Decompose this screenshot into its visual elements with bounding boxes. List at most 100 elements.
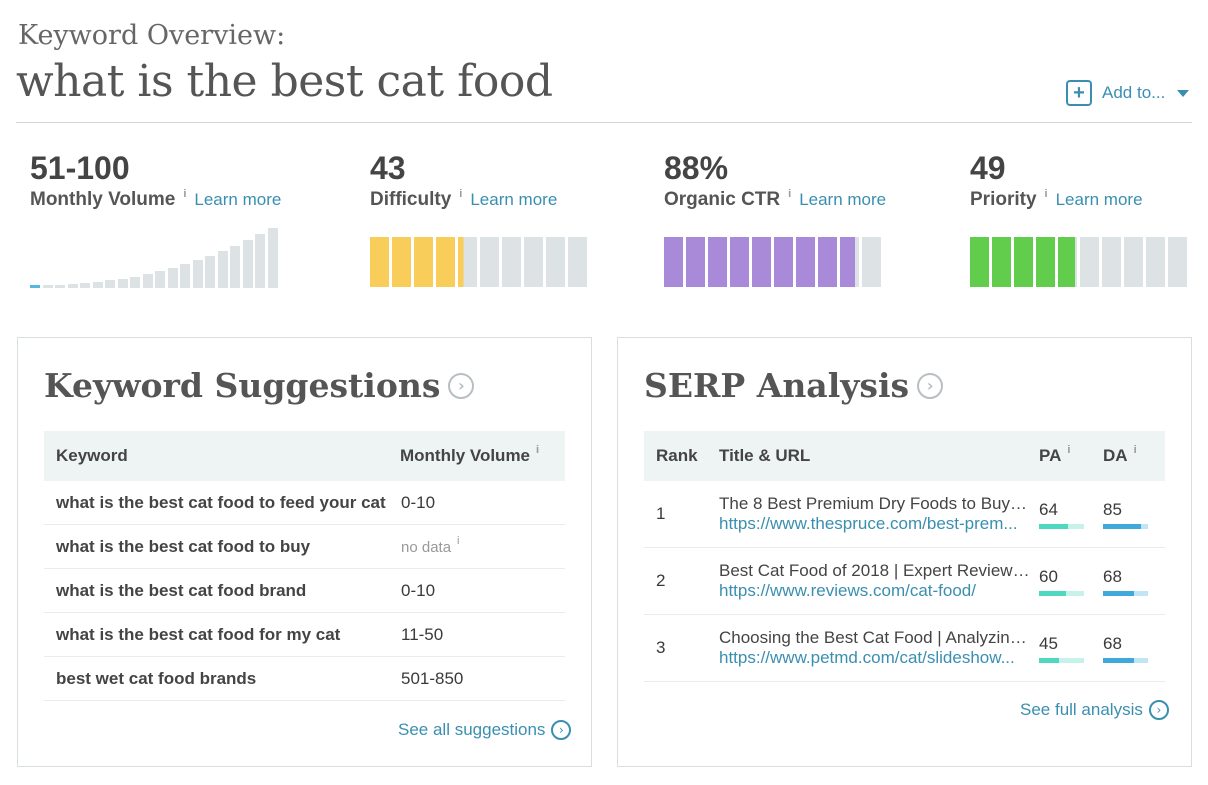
difficulty-label: Difficulty <box>370 189 452 210</box>
serp-table: Rank Title & URL PA i DA i 1 The 8 Best Pre… <box>644 431 1165 682</box>
keyword-cell[interactable]: what is the best cat food brand <box>44 568 400 613</box>
table-row[interactable]: what is the best cat food to feed your c… <box>44 481 565 525</box>
ctr-learn-more-link[interactable]: Learn more <box>799 190 887 209</box>
ctr-value: 88% <box>664 150 729 186</box>
volume-cell: 11-50 <box>400 612 565 657</box>
table-row[interactable]: what is the best cat food to buy no data i <box>44 524 565 569</box>
title-url-cell: Choosing the Best Cat Food | Analyzing..… <box>718 614 1038 682</box>
score-bar-segment <box>1058 237 1077 287</box>
score-bar-segment <box>392 237 411 287</box>
ctr-score-bar <box>664 237 881 287</box>
ctr-label: Organic CTR <box>664 189 781 210</box>
score-bar-segment <box>524 237 543 287</box>
volume-cell: 501-850 <box>400 656 565 701</box>
volume-learn-more-link[interactable]: Learn more <box>194 190 282 209</box>
score-bar-segment <box>686 237 705 287</box>
chevron-right-circle-icon: › <box>551 720 572 740</box>
score-bar-segment <box>862 237 881 287</box>
da-value: 85 <box>1103 499 1122 519</box>
pa-bar <box>1039 523 1084 529</box>
pa-bar <box>1039 657 1084 663</box>
info-icon[interactable]: i <box>1067 444 1071 456</box>
volume-value: no data <box>401 538 452 556</box>
pa-bar-fill <box>1039 523 1068 529</box>
score-bar-segment <box>992 237 1011 287</box>
chevron-right-circle-icon[interactable]: › <box>917 372 944 399</box>
volume-histogram-bar <box>230 246 240 288</box>
difficulty-learn-more-link[interactable]: Learn more <box>470 190 558 209</box>
score-bar-segment <box>708 237 727 287</box>
caret-down-icon <box>1177 89 1190 97</box>
score-bar-segment <box>436 237 455 287</box>
see-full-analysis-link[interactable]: See full analysis › <box>1020 700 1169 720</box>
serp-analysis-title: SERP Analysis › <box>644 366 944 405</box>
volume-histogram <box>30 226 280 288</box>
score-bar-segment <box>568 237 587 287</box>
info-icon[interactable]: i <box>788 188 792 200</box>
pa-value: 60 <box>1039 566 1058 586</box>
column-monthly-volume: Monthly Volume i <box>400 431 565 481</box>
metric-priority: 49 Priority i Learn more <box>970 150 1143 211</box>
info-icon[interactable]: i <box>183 188 187 200</box>
page-subtitle: Keyword Overview: <box>18 20 286 51</box>
metric-monthly-volume: 51-100 Monthly Volume i Learn more <box>30 150 281 211</box>
table-row[interactable]: best wet cat food brands 501-850 <box>44 656 565 701</box>
keyword-suggestions-panel: Keyword Suggestions › Keyword Monthly Vo… <box>17 337 592 767</box>
score-bar-segment <box>774 237 793 287</box>
score-bar-segment <box>664 237 683 287</box>
score-bar-segment <box>1014 237 1033 287</box>
header-divider <box>16 122 1192 123</box>
score-bar-segment <box>370 237 389 287</box>
result-url-link[interactable]: https://www.petmd.com/cat/slideshow... <box>719 648 1015 667</box>
keyword-suggestions-table: Keyword Monthly Volume i what is the best… <box>44 431 565 701</box>
score-bar-segment <box>970 237 989 287</box>
keyword-cell[interactable]: what is the best cat food for my cat <box>44 612 400 657</box>
info-icon[interactable]: i <box>457 534 460 547</box>
keyword-cell[interactable]: what is the best cat food to buy <box>44 524 400 569</box>
column-da: DA i <box>1102 431 1165 481</box>
result-url-link[interactable]: https://www.reviews.com/cat-food/ <box>719 581 976 600</box>
info-icon[interactable]: i <box>536 444 540 456</box>
title-url-cell: Best Cat Food of 2018 | Expert Reviews..… <box>718 547 1038 615</box>
da-bar-fill <box>1103 657 1134 663</box>
volume-histogram-bar <box>105 280 115 288</box>
volume-value: 11-50 <box>401 624 444 644</box>
score-bar-segment <box>1124 237 1143 287</box>
priority-learn-more-link[interactable]: Learn more <box>1055 190 1143 209</box>
plus-icon: + <box>1066 80 1092 106</box>
column-da-label: DA <box>1103 446 1128 465</box>
score-bar-segment <box>1036 237 1055 287</box>
pa-bar <box>1039 590 1084 596</box>
volume-value: 501-850 <box>401 668 464 688</box>
column-monthly-volume-label: Monthly Volume <box>400 446 531 465</box>
volume-label: Monthly Volume <box>30 189 176 210</box>
result-title: The 8 Best Premium Dry Foods to Buy f... <box>719 494 1031 513</box>
serp-analysis-panel: SERP Analysis › Rank Title & URL PA i DA i… <box>617 337 1192 767</box>
keyword-cell[interactable]: what is the best cat food to feed your c… <box>44 481 400 525</box>
table-row[interactable]: what is the best cat food brand 0-10 <box>44 568 565 613</box>
column-keyword: Keyword <box>56 446 128 465</box>
add-to-button[interactable]: + Add to... <box>1066 80 1190 106</box>
table-header: Keyword Monthly Volume i <box>44 431 565 481</box>
volume-histogram-bar <box>217 251 228 288</box>
result-url-link[interactable]: https://www.thespruce.com/best-prem... <box>719 514 1018 533</box>
volume-histogram-bar <box>130 277 140 288</box>
score-bar-segment <box>414 237 433 287</box>
see-all-suggestions-link[interactable]: See all suggestions › <box>398 720 572 740</box>
info-icon[interactable]: i <box>1133 444 1137 456</box>
rank-cell: 2 <box>644 547 718 615</box>
volume-histogram-bar <box>117 279 128 288</box>
volume-cell: no data i <box>400 524 565 569</box>
table-row: 2 Best Cat Food of 2018 | Expert Reviews.… <box>644 547 1165 615</box>
result-title: Choosing the Best Cat Food | Analyzing..… <box>719 628 1031 647</box>
priority-label: Priority <box>970 189 1037 210</box>
volume-histogram-bar <box>180 264 190 288</box>
volume-value: 0-10 <box>401 492 436 512</box>
keyword-cell[interactable]: best wet cat food brands <box>44 656 400 701</box>
table-row[interactable]: what is the best cat food for my cat 11-5… <box>44 612 565 657</box>
info-icon[interactable]: i <box>1044 188 1048 200</box>
page-title: what is the best cat food <box>16 56 553 107</box>
chevron-right-circle-icon[interactable]: › <box>448 372 475 399</box>
da-bar <box>1103 590 1148 596</box>
info-icon[interactable]: i <box>459 188 463 200</box>
